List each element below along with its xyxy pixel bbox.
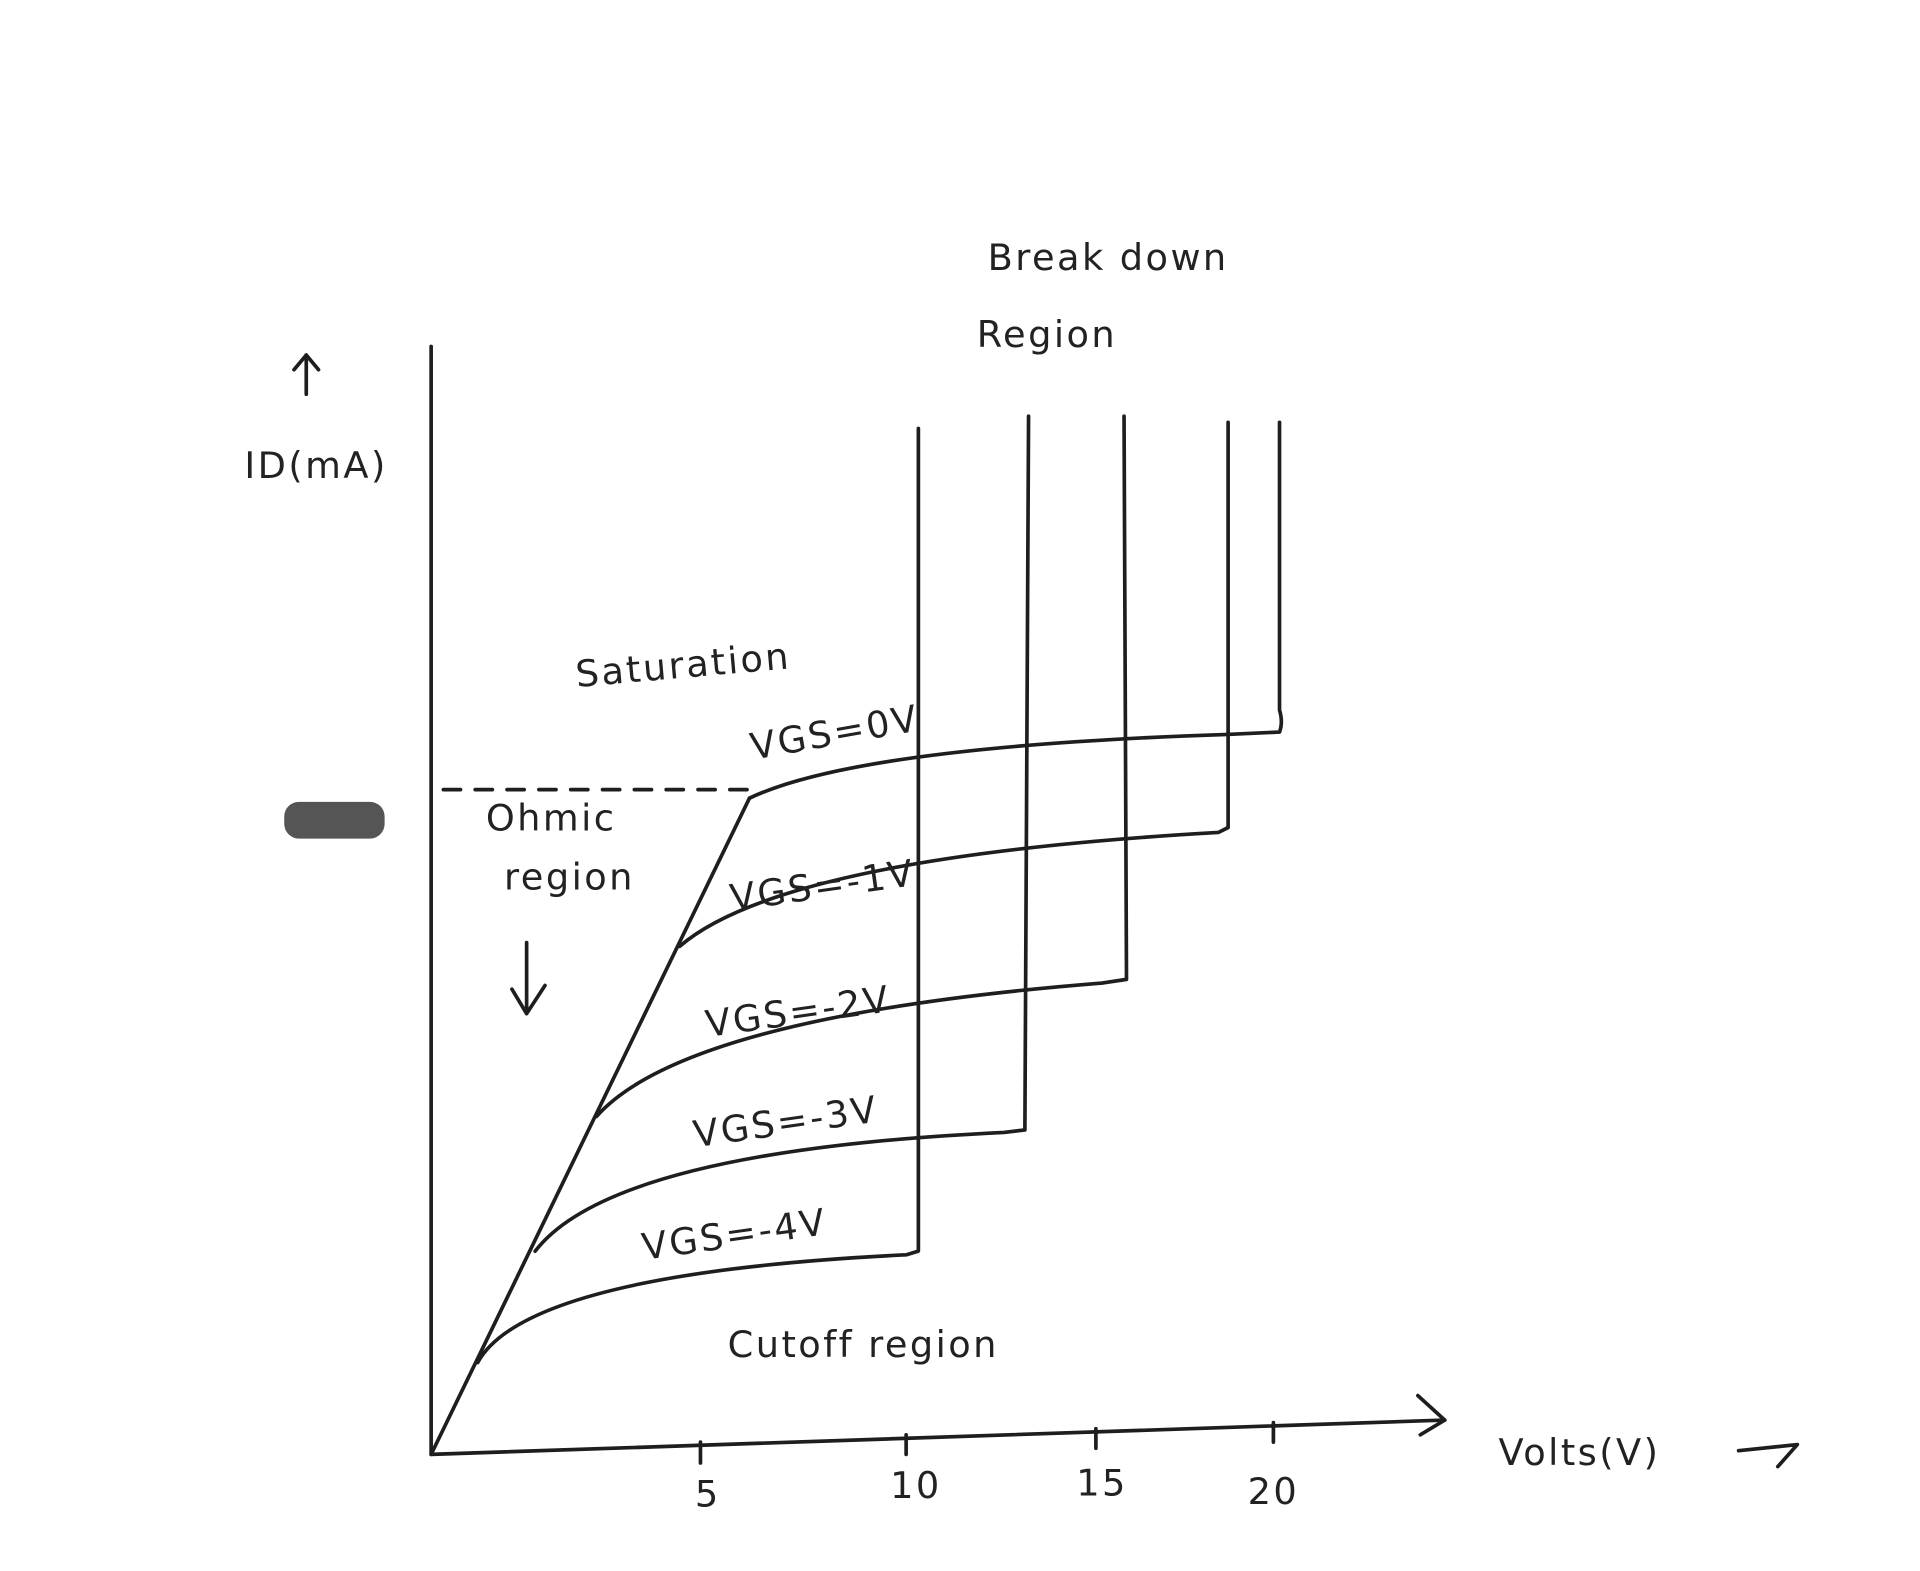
- y-axis-label: ID(mA): [244, 444, 387, 487]
- curve: [533, 414, 1031, 1253]
- region-label: Break down: [988, 236, 1229, 279]
- x-tick-label: 10: [890, 1464, 942, 1507]
- x-arrowhead: [1416, 1393, 1447, 1437]
- region-label: Cutoff region: [728, 1323, 999, 1366]
- x-tick-label: 5: [695, 1472, 721, 1515]
- curve: [677, 420, 1230, 949]
- curve: [747, 420, 1284, 801]
- x-axis-label: Volts(V): [1499, 1431, 1661, 1474]
- x-tick-label: 20: [1248, 1470, 1300, 1513]
- region-label: region: [504, 855, 635, 898]
- region-label: Ohmic: [486, 797, 617, 840]
- x-ticks: [698, 1420, 1276, 1465]
- curve: [594, 414, 1129, 1119]
- curve: [475, 426, 921, 1365]
- down-arrow: [510, 940, 547, 1016]
- pinch-off-line: [429, 796, 752, 1457]
- x-tick-label: 15: [1076, 1461, 1128, 1504]
- region-label: Region: [977, 313, 1117, 356]
- y-arrow: [292, 353, 321, 397]
- x-label-arrow: [1736, 1442, 1800, 1469]
- redaction: [284, 801, 385, 839]
